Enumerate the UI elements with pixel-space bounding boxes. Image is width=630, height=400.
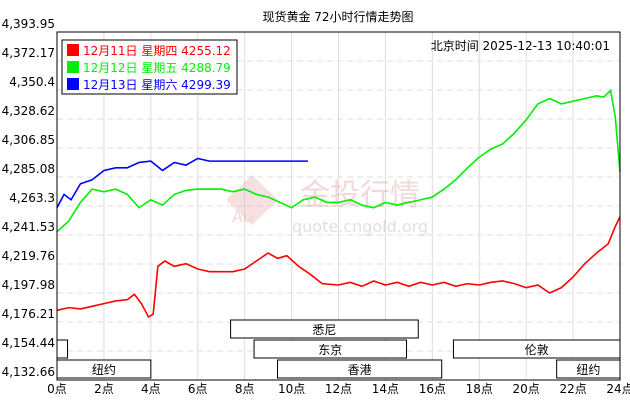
- y-tick-label: 4,350.4: [9, 75, 55, 89]
- session-label: 东京: [318, 343, 342, 357]
- y-axis: 4,393.95 4,372.17 4,350.4 4,328.62 4,306.85 4…: [2, 17, 55, 379]
- legend-swatch: [67, 44, 79, 56]
- watermark-brand: 金投行情: [300, 178, 420, 213]
- y-tick-label: 4,132.66: [2, 365, 55, 379]
- x-tick-label: 2点: [94, 382, 114, 396]
- session-box: [277, 359, 443, 379]
- x-tick-label: 16点: [419, 382, 446, 396]
- x-axis: 0点 2点 4点 6点 8点 10点 12点 14点 16点 18点 20点 22点 24点: [47, 382, 630, 396]
- series-line-1: [56, 88, 621, 233]
- x-tick-label: 10点: [278, 382, 305, 396]
- x-tick-label: 8点: [235, 382, 255, 396]
- legend-label: 12月13日 星期六 4299.39: [83, 78, 231, 92]
- x-tick-label: 4点: [141, 382, 161, 396]
- legend-swatch: [67, 78, 79, 90]
- legend-label: 12月12日 星期五 4288.79: [83, 61, 231, 75]
- x-tick-label: 18点: [466, 382, 493, 396]
- legend-swatch: [67, 61, 79, 73]
- y-tick-label: 4,263.3: [9, 191, 55, 205]
- y-tick-label: 4,285.08: [2, 162, 55, 176]
- watermark-logo-text: Au: [232, 207, 253, 226]
- chart-title: 现货黄金 72小时行情走势图: [262, 9, 413, 24]
- y-tick-label: 4,176.21: [2, 307, 55, 321]
- session-box: [56, 339, 69, 359]
- y-tick-label: 4,306.85: [2, 133, 55, 147]
- legend-label: 12月11日 星期四 4255.12: [83, 44, 231, 58]
- session-label: 伦敦: [525, 342, 549, 357]
- watermark-url: quote.cngold.org: [292, 217, 428, 236]
- y-tick-label: 4,328.62: [2, 104, 55, 118]
- watermark: Au 金投行情 quote.cngold.org: [226, 175, 428, 236]
- y-tick-label: 4,197.98: [2, 278, 55, 292]
- series-line-0: [56, 216, 621, 319]
- session-label: 悉尼: [312, 323, 336, 337]
- x-tick-label: 12点: [325, 382, 352, 396]
- session-box: [230, 319, 419, 339]
- y-tick-label: 4,154.44: [2, 336, 55, 350]
- session-box: [253, 339, 408, 359]
- session-label: 纽约: [92, 362, 116, 377]
- series-line-2: [56, 157, 309, 209]
- y-tick-label: 4,241.53: [2, 220, 55, 234]
- session-label: 香港: [348, 363, 372, 377]
- plot-border: [56, 31, 621, 381]
- x-tick-label: 14点: [372, 382, 399, 396]
- y-tick-label: 4,393.95: [2, 17, 55, 31]
- x-tick-label: 0点: [47, 382, 67, 396]
- timestamp: 北京时间 2025-12-13 10:40:01: [431, 39, 610, 53]
- y-tick-label: 4,372.17: [2, 46, 55, 60]
- legend: 12月11日 星期四 4255.12 12月12日 星期五 4288.79 12月1…: [61, 39, 238, 95]
- x-tick-label: 6点: [188, 382, 208, 396]
- y-tick-label: 4,219.76: [2, 249, 55, 263]
- session-label: 纽约: [576, 362, 600, 377]
- series-lines: [56, 88, 621, 319]
- watermark-logo-icon: [226, 175, 278, 225]
- x-tick-label: 20点: [513, 382, 540, 396]
- x-tick-label: 22点: [559, 382, 586, 396]
- x-tick-label: 24点: [606, 382, 630, 396]
